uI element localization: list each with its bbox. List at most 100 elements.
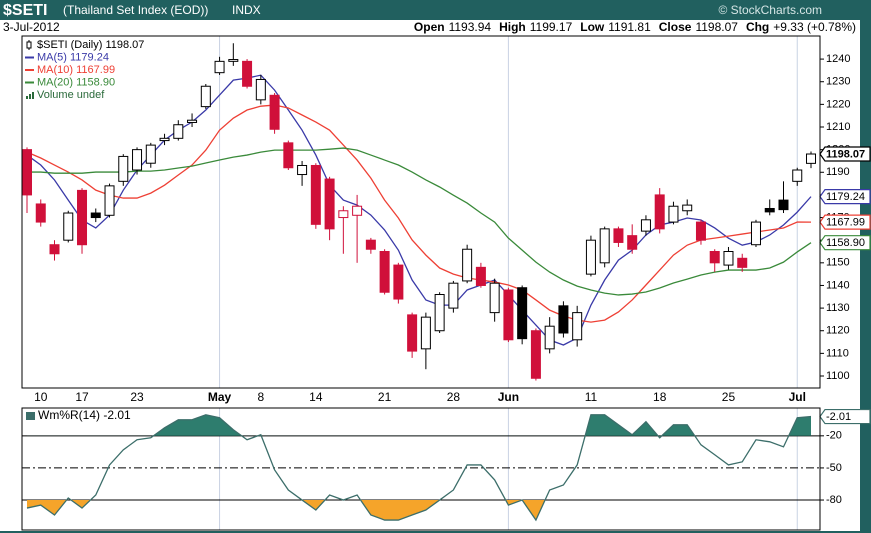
candle-body <box>145 144 156 164</box>
legend-icon <box>26 412 35 420</box>
legend-icon <box>32 92 34 99</box>
price-tag-label: -2.01 <box>826 411 851 423</box>
candle-body <box>750 221 761 246</box>
y-tick-label: -80 <box>826 494 842 506</box>
quote-summary: Open 1193.94 High 1199.17 Low 1191.81 Close 119… <box>414 20 856 34</box>
candle-body <box>269 94 280 130</box>
price-tag-label: 1198.07 <box>826 148 865 160</box>
candle-body <box>118 155 129 182</box>
chart-subtitle: (Thailand Set Index (EOD)) <box>63 3 208 17</box>
candle-body <box>503 289 514 341</box>
y-tick-label: -50 <box>826 462 842 474</box>
y-tick-label: 1110 <box>826 347 849 359</box>
legend-icon <box>26 96 28 99</box>
band-fill <box>27 500 811 521</box>
candle-body <box>572 312 583 341</box>
y-tick-label: 1220 <box>826 98 850 110</box>
candle-body <box>462 248 473 282</box>
candle-body <box>558 305 569 334</box>
quote-label: Chg <box>746 20 769 34</box>
price-tag <box>819 189 871 205</box>
candle-body <box>530 330 541 379</box>
candle-body <box>420 316 431 350</box>
x-tick-label: Jul <box>789 390 806 404</box>
candle-body <box>297 164 308 176</box>
y-tick-label: 1150 <box>826 257 850 269</box>
candle-body <box>778 199 789 211</box>
candle-body <box>709 251 720 264</box>
candle-body <box>448 282 459 309</box>
y-tick-label: 1230 <box>826 76 850 88</box>
candle-body <box>242 60 253 87</box>
legend-label: MA(20) 1158.90 <box>37 76 115 88</box>
price-tag-label: 1158.90 <box>826 237 865 249</box>
candle-body <box>407 314 418 352</box>
legend-label: MA(10) 1167.99 <box>37 64 115 76</box>
x-tick-label: May <box>208 390 232 404</box>
candle-body <box>90 212 101 219</box>
y-tick-label: 1140 <box>826 279 850 291</box>
candle-body <box>255 78 266 101</box>
quote-value: 1198.07 <box>695 20 738 34</box>
quote-value: +9.33 (+0.78%) <box>773 20 856 34</box>
x-tick-label: 17 <box>75 390 89 404</box>
price-tag-label: 1167.99 <box>826 217 865 229</box>
candle-body <box>49 244 60 255</box>
legend-label: $SETI (Daily) 1198.07 <box>37 39 144 51</box>
candle-body <box>214 60 225 74</box>
x-tick-label: Jun <box>498 390 519 404</box>
candle-body <box>22 149 32 196</box>
quote-label: Open <box>414 20 445 34</box>
candle-body <box>640 219 651 232</box>
band-fill <box>27 414 811 436</box>
candle-body <box>599 228 610 264</box>
legend-icon <box>26 41 32 49</box>
legend-label: Volume undef <box>37 89 105 101</box>
x-tick-label: 14 <box>309 390 323 404</box>
y-tick-label: 1100 <box>826 370 850 382</box>
x-tick-label: 25 <box>722 390 736 404</box>
candle-body <box>132 149 143 171</box>
candle-body <box>695 221 706 241</box>
x-tick-label: 8 <box>257 390 264 404</box>
candle-body <box>200 85 211 108</box>
y-tick-label: 1120 <box>826 325 850 337</box>
candle-body <box>173 124 184 139</box>
source: © StockCharts.com <box>718 3 822 17</box>
candle-body <box>682 204 693 212</box>
price-tag <box>819 408 871 425</box>
x-tick-label: 10 <box>34 390 48 404</box>
candle-body <box>517 287 528 340</box>
quote-label: Low <box>580 20 605 34</box>
candle-body <box>63 212 74 241</box>
candle-body <box>324 178 335 230</box>
candle-body <box>654 194 665 230</box>
x-tick-label: 21 <box>378 390 392 404</box>
x-tick-label: 23 <box>130 390 144 404</box>
candle-body <box>393 264 404 300</box>
candle-body <box>283 142 294 169</box>
candle-body <box>792 169 803 182</box>
candle-body <box>585 239 596 275</box>
candle-body <box>723 251 734 266</box>
moving-average-line <box>27 147 812 296</box>
date: 3-Jul-2012 <box>3 20 60 34</box>
candle-body <box>352 205 363 216</box>
y-tick-label: 1130 <box>826 302 850 314</box>
y-tick-label: 1190 <box>826 166 850 178</box>
plot-border <box>21 407 821 531</box>
candle-body <box>77 189 88 246</box>
quote-label: Close <box>659 20 692 34</box>
price-tag <box>819 235 871 251</box>
chart-title: $SETI <box>3 2 47 19</box>
candle-body <box>310 164 321 225</box>
candle-body <box>338 210 349 219</box>
quote-value: 1193.94 <box>449 20 492 34</box>
y-tick-label: 1240 <box>826 53 850 65</box>
plot-border <box>21 35 821 389</box>
moving-average-line <box>26 104 812 323</box>
candle-body <box>627 235 638 250</box>
y-tick-label: 1210 <box>826 121 850 133</box>
candle-body <box>434 294 445 332</box>
